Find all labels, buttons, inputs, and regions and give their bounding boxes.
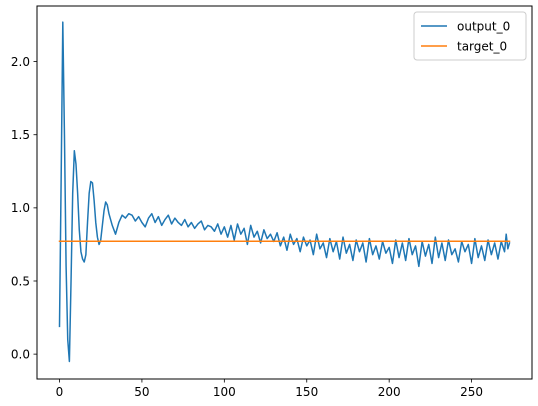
x-axis: 0 50 100 150 200 250 [56, 379, 483, 399]
series-layer [58, 21, 511, 363]
plot-frame [36, 5, 533, 380]
x-tick-label: 100 [213, 385, 236, 399]
y-tick-label: 1.0 [11, 201, 30, 215]
x-tick-label: 250 [460, 385, 483, 399]
x-tick-label: 150 [295, 385, 318, 399]
x-tick-label: 200 [378, 385, 401, 399]
y-tick-label: 1.5 [11, 128, 30, 142]
legend-label-output_0: output_0 [457, 19, 510, 33]
legend: output_0 target_0 [413, 11, 527, 61]
x-tick-label: 0 [56, 385, 64, 399]
legend-label-target_0: target_0 [457, 39, 507, 53]
series-line-output_0 [58, 21, 511, 363]
y-tick-label: 0.5 [11, 274, 30, 288]
y-tick-label: 2.0 [11, 55, 30, 69]
legend-box [413, 11, 527, 61]
y-axis: 0.0 0.5 1.0 1.5 2.0 [11, 55, 37, 361]
y-tick-label: 0.0 [11, 347, 30, 361]
x-tick-label: 50 [134, 385, 149, 399]
